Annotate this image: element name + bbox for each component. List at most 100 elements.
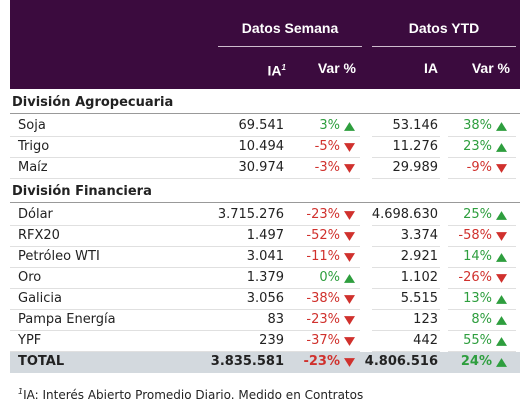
row-label: YPF bbox=[18, 333, 42, 348]
arrow-down bbox=[344, 253, 355, 262]
row-label: Galicia bbox=[18, 291, 62, 306]
arrow-shape bbox=[344, 358, 355, 367]
footnote-text: IA: Interés Abierto Promedio Diario. Med… bbox=[23, 388, 364, 402]
row-label: Oro bbox=[18, 270, 42, 285]
row-rule bbox=[298, 288, 360, 289]
cell: -58% bbox=[458, 228, 492, 243]
cell: 53.146 bbox=[392, 118, 439, 133]
row-rule bbox=[298, 330, 360, 331]
arrow-shape bbox=[344, 164, 355, 173]
row-label: Petróleo WTI bbox=[18, 249, 100, 264]
cell: -23% bbox=[306, 207, 340, 222]
row-rule bbox=[448, 267, 516, 268]
arrow-shape bbox=[344, 122, 355, 131]
arrow-down bbox=[344, 295, 355, 304]
arrow-up bbox=[344, 122, 355, 131]
cell: 3% bbox=[319, 118, 340, 133]
row-rule bbox=[448, 246, 516, 247]
section-title: División Financiera bbox=[12, 184, 152, 199]
footnote: 1IA: Interés Abierto Promedio Diario. Me… bbox=[18, 382, 363, 405]
cell: -26% bbox=[458, 270, 492, 285]
row-rule bbox=[298, 309, 360, 310]
arrow-down bbox=[344, 211, 355, 220]
arrow-up bbox=[496, 253, 507, 262]
cell: 24% bbox=[460, 354, 492, 369]
row-label: Pampa Energía bbox=[18, 312, 116, 327]
arrow-down bbox=[344, 143, 355, 152]
row-label: Dólar bbox=[18, 207, 53, 222]
arrow-shape bbox=[496, 232, 507, 241]
group-title: Datos YTD bbox=[408, 20, 480, 36]
row-rule bbox=[372, 136, 440, 137]
group-rule bbox=[372, 46, 516, 47]
arrow-shape bbox=[496, 274, 507, 283]
group-rule bbox=[218, 46, 362, 47]
row-rule bbox=[448, 178, 516, 179]
arrow-shape bbox=[496, 295, 507, 304]
row-rule bbox=[10, 225, 300, 226]
cell: 38% bbox=[463, 118, 492, 133]
row-rule bbox=[298, 157, 360, 158]
arrow-shape bbox=[496, 316, 507, 325]
cell: -5% bbox=[314, 139, 340, 154]
arrow-shape bbox=[496, 122, 507, 131]
cell: -3% bbox=[314, 160, 340, 175]
cell: 11.276 bbox=[392, 139, 439, 154]
arrow-shape bbox=[496, 337, 507, 346]
header-band bbox=[10, 0, 520, 89]
row-rule bbox=[298, 351, 360, 352]
cell: 5.515 bbox=[400, 291, 438, 306]
cell: 442 bbox=[413, 333, 438, 348]
column-header: Var % bbox=[317, 60, 356, 76]
cell: -23% bbox=[306, 312, 340, 327]
cell: -23% bbox=[303, 354, 340, 369]
arrow-down bbox=[344, 316, 355, 325]
row-rule bbox=[448, 351, 516, 352]
row-label: Maíz bbox=[18, 160, 48, 175]
cell: 4.806.516 bbox=[364, 354, 438, 369]
cell: 123 bbox=[413, 312, 438, 327]
column-header: Var % bbox=[471, 60, 510, 76]
arrow-shape bbox=[496, 358, 507, 367]
arrow-shape bbox=[344, 143, 355, 152]
row-rule bbox=[372, 267, 440, 268]
cell: 69.541 bbox=[238, 118, 285, 133]
cell: 29.989 bbox=[392, 160, 439, 175]
arrow-shape bbox=[344, 253, 355, 262]
row-rule bbox=[10, 351, 300, 352]
column-header: IA1 bbox=[220, 58, 286, 81]
row-rule bbox=[10, 288, 300, 289]
cell: 10.494 bbox=[238, 139, 285, 154]
arrow-shape bbox=[344, 232, 355, 241]
row-label: TOTAL bbox=[18, 354, 65, 369]
cell: -9% bbox=[466, 160, 492, 175]
row-rule bbox=[448, 309, 516, 310]
row-rule bbox=[10, 157, 300, 158]
cell: 1.497 bbox=[246, 228, 284, 243]
cell: 23% bbox=[463, 139, 492, 154]
section-rule bbox=[10, 202, 520, 203]
row-rule bbox=[298, 267, 360, 268]
cell: 30.974 bbox=[238, 160, 285, 175]
section-rule bbox=[10, 113, 520, 114]
cell: 8% bbox=[471, 312, 492, 327]
arrow-up bbox=[496, 337, 507, 346]
cell: -52% bbox=[306, 228, 340, 243]
row-rule bbox=[372, 157, 440, 158]
arrow-up bbox=[496, 295, 507, 304]
cell: 14% bbox=[463, 249, 492, 264]
cell: 3.835.581 bbox=[210, 354, 284, 369]
cell: 0% bbox=[319, 270, 340, 285]
row-rule bbox=[372, 225, 440, 226]
arrow-up bbox=[344, 274, 355, 283]
cell: 4.698.630 bbox=[371, 207, 438, 222]
arrow-down bbox=[496, 232, 507, 241]
cell: 25% bbox=[463, 207, 492, 222]
arrow-shape bbox=[496, 211, 507, 220]
cell: 83 bbox=[267, 312, 284, 327]
column-header: IA bbox=[424, 60, 438, 76]
arrow-up bbox=[496, 211, 507, 220]
cell: 3.041 bbox=[246, 249, 284, 264]
cell: 1.379 bbox=[246, 270, 284, 285]
